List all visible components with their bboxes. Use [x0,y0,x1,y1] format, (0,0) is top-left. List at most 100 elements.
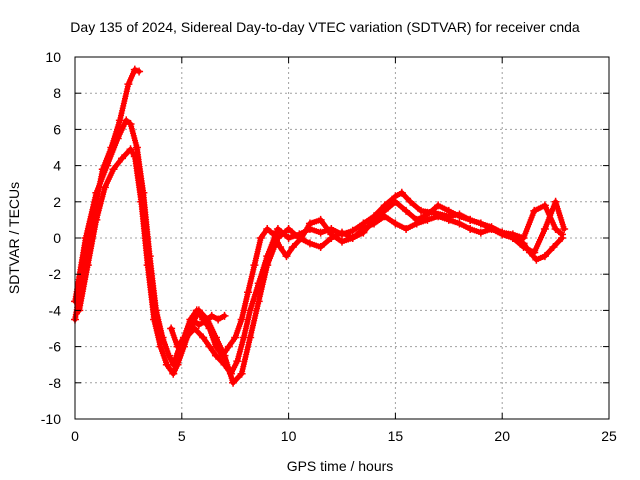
data-point [288,243,297,252]
data-point [338,228,346,237]
data-point [487,223,496,232]
y-tick-label: 6 [53,121,61,137]
data-point [297,234,306,242]
data-point [132,143,141,152]
x-axis-label: GPS time / hours [287,458,394,474]
x-tick-label: 5 [178,428,186,444]
data-point [455,212,464,221]
y-tick-label: 0 [53,230,61,246]
data-point [92,215,101,224]
data-point [173,360,182,369]
data-point [173,342,182,351]
y-tick-label: -8 [49,375,62,391]
data-point [560,224,569,233]
series-track-4 [167,197,569,360]
y-tick-label: 4 [53,158,61,174]
data-point [269,230,278,239]
data-point [100,183,109,192]
data-point [92,188,101,197]
x-tick-label: 15 [388,428,404,444]
data-point [126,145,135,154]
data-point [455,219,464,228]
data-point [130,152,139,161]
data-point [117,154,126,163]
data-point [380,206,389,215]
data-point [316,215,325,224]
y-tick-label: -2 [49,266,62,282]
data-point [558,234,567,242]
data-point [246,333,255,342]
data-point [549,243,558,252]
data-point [263,224,272,233]
data-point [188,315,197,324]
y-tick-label: 8 [53,85,61,101]
data-point [237,315,246,324]
data-point [273,224,282,233]
data-point [150,315,159,324]
data-point [434,201,443,210]
data-point [476,228,485,237]
data-point [122,116,131,125]
data-point [231,333,240,342]
x-tick-label: 0 [71,428,79,444]
data-point [109,165,118,174]
data-point [194,320,203,329]
y-axis-label: SDTVAR / TECUs [6,182,22,294]
data-point [233,357,242,366]
axis-layer [74,56,610,420]
data-point [207,311,216,320]
data-point [348,226,357,235]
data-point [130,65,139,74]
data-point [532,255,541,264]
data-point [305,239,314,248]
x-tick-label: 20 [494,428,510,444]
data-point [540,252,549,261]
data-point [466,224,475,233]
data-point [218,351,227,360]
data-point [229,378,238,387]
data-point [169,369,178,378]
y-tick-label: 10 [45,49,61,65]
data-point [530,248,539,257]
data-point [402,206,411,215]
data-point [444,206,453,215]
data-point [412,215,421,224]
data-point [263,261,272,270]
tick-layer: 0 5 10 15 20 25 -10 -8 -6 -4 -2 0 2 4 6 8 10 [41,49,617,444]
data-point [316,243,325,252]
data-point [316,228,325,237]
data-point [246,306,255,315]
data-point [256,234,265,242]
chart-title: Day 135 of 2024, Sidereal Day-to-day VTE… [70,19,580,35]
data-point [476,219,485,228]
y-tick-label: -4 [49,302,62,318]
data-point [444,215,453,224]
data-point [224,342,233,351]
data-point [103,161,112,170]
data-point [540,224,549,233]
data-point [167,324,176,333]
data-point [237,369,246,378]
data-point [305,219,314,228]
data-point [162,360,171,369]
data-point [282,252,291,261]
data-point [434,212,443,221]
data-point [284,234,293,242]
series-track-5 [188,311,229,329]
data-point [81,234,90,242]
data-point [530,206,539,215]
series-layer [71,65,569,387]
data-point [498,228,507,237]
data-point [551,224,560,233]
data-point [250,261,259,270]
data-point [201,317,210,326]
y-tick-label: 2 [53,194,61,210]
data-point [423,210,432,219]
data-point [370,215,379,224]
data-point [244,288,253,297]
data-point [466,215,475,224]
data-point [508,234,517,242]
data-point [417,206,426,215]
